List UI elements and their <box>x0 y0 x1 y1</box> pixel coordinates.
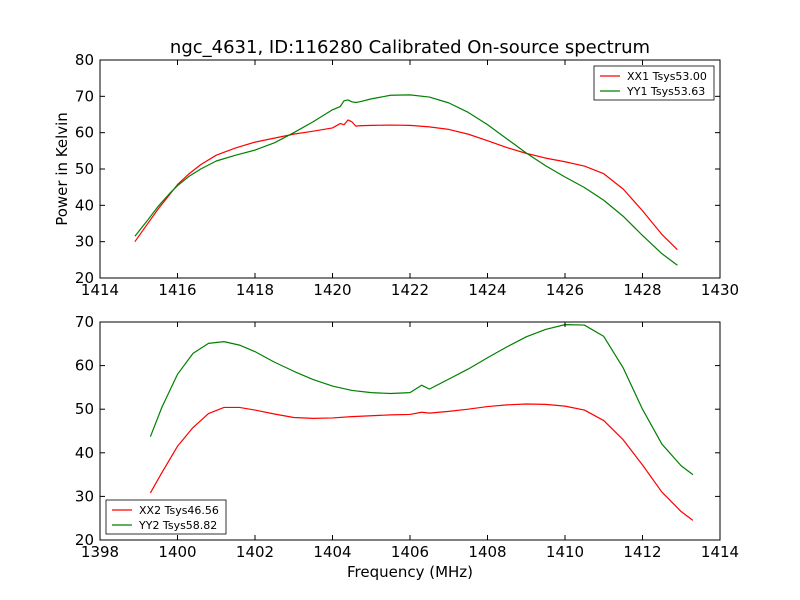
y-tick-label: 20 <box>75 269 94 287</box>
legend-box <box>105 499 227 535</box>
series-line-yy-1 <box>149 324 694 476</box>
x-tick-label: 1398 <box>81 543 119 561</box>
x-tick-label: 1400 <box>158 543 196 561</box>
x-tick-label: 1402 <box>236 543 274 561</box>
x-tick-label: 1406 <box>391 543 429 561</box>
legend-entry-label: YY1 Tsys53.63 <box>626 85 705 98</box>
legend: XX2 Tsys46.56 YY2 Tsys58.82 <box>105 499 227 535</box>
legend-entry-label: YY2 Tsys58.82 <box>138 519 217 532</box>
y-tick-label: 40 <box>75 444 94 462</box>
x-tick-label: 1414 <box>81 281 119 299</box>
legend-box <box>593 65 715 101</box>
legend: XX1 Tsys53.00 YY1 Tsys53.63 <box>593 65 715 101</box>
x-tick-label: 1422 <box>391 281 429 299</box>
y-tick-label: 70 <box>75 313 94 331</box>
y-tick-label: 30 <box>75 233 94 251</box>
y-tick-label: 30 <box>75 487 94 505</box>
y-tick-label: 60 <box>75 357 94 375</box>
y-axis-label: Power in Kelvin <box>53 112 71 226</box>
bottom-chart-panel: Frequency (MHz) 1398 1400 1402 1404 1406 1408… <box>75 313 739 581</box>
x-tick-label: 1414 <box>701 543 739 561</box>
x-tick-label: 1424 <box>468 281 506 299</box>
top-plot-area: 1414 1416 1418 1420 1422 1424 1426 1428 1430 20 30… <box>75 51 739 299</box>
y-tick-label: 70 <box>75 87 94 105</box>
y-tick-label: 50 <box>75 400 94 418</box>
x-tick-label: 1410 <box>546 543 584 561</box>
x-tick-label: 1412 <box>623 543 661 561</box>
series-line-xx-1 <box>149 403 694 521</box>
x-axis-label: Frequency (MHz) <box>347 563 473 581</box>
x-tick-label: 1426 <box>546 281 584 299</box>
y-tick-label: 50 <box>75 160 94 178</box>
x-tick-label: 1428 <box>623 281 661 299</box>
bottom-plot-area: 1398 1400 1402 1404 1406 1408 1410 1412 1414 20 30… <box>75 313 739 561</box>
chart-title: ngc_4631, ID:116280 Calibrated On-source… <box>170 37 650 58</box>
legend-entry-label: XX2 Tsys46.56 <box>139 504 219 517</box>
x-tick-label: 1416 <box>158 281 196 299</box>
series-line-xx-0 <box>134 119 678 251</box>
x-tick-label: 1408 <box>468 543 506 561</box>
series-line-yy-0 <box>134 94 678 266</box>
x-tick-label: 1418 <box>236 281 274 299</box>
top-chart-panel: ngc_4631, ID:116280 Calibrated On-source… <box>53 37 739 299</box>
y-tick-label: 60 <box>75 124 94 142</box>
x-tick-label: 1404 <box>313 543 351 561</box>
x-tick-label: 1420 <box>313 281 351 299</box>
y-tick-label: 40 <box>75 196 94 214</box>
y-tick-label: 80 <box>75 51 94 69</box>
legend-entry-label: XX1 Tsys53.00 <box>627 70 707 83</box>
y-tick-label: 20 <box>75 531 94 549</box>
x-tick-label: 1430 <box>701 281 739 299</box>
